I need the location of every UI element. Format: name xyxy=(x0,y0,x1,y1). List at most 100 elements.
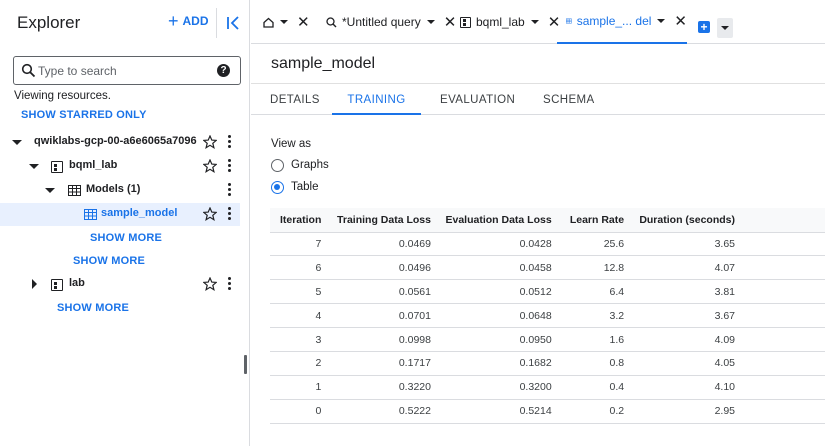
star-icon[interactable] xyxy=(203,159,217,173)
table-row: 1 0.3220 0.3200 0.4 4.10 xyxy=(270,375,825,400)
dataset-icon xyxy=(51,161,63,173)
table-row: 5 0.0561 0.0512 6.4 3.81 xyxy=(270,279,825,305)
table-cell: 1.6 xyxy=(563,327,639,352)
tab-schema[interactable]: SCHEMA xyxy=(543,94,595,106)
help-icon[interactable]: ? xyxy=(217,64,230,77)
star-icon[interactable] xyxy=(203,135,217,149)
chevron-down-icon[interactable] xyxy=(530,20,539,24)
collapse-panel-icon[interactable] xyxy=(226,13,242,33)
close-icon[interactable]: ✕ xyxy=(674,13,687,30)
chevron-down-icon[interactable] xyxy=(657,19,666,23)
table-cell: 3.2 xyxy=(563,303,639,329)
table-row: 3 0.0998 0.0950 1.6 4.09 xyxy=(270,327,825,352)
tree-row-models-folder[interactable]: Models (1) xyxy=(0,179,240,202)
explorer-header: Explorer + ADD xyxy=(0,0,250,47)
table-cell: 6 xyxy=(270,255,337,281)
more-options-icon[interactable] xyxy=(228,135,232,149)
expand-arrow-icon[interactable] xyxy=(45,188,55,193)
show-more-projects-button[interactable]: SHOW MORE xyxy=(57,302,130,314)
table-cell: 3.67 xyxy=(638,303,825,329)
chevron-down-icon[interactable] xyxy=(280,20,288,24)
table-cell: 6.4 xyxy=(563,279,639,305)
model-icon xyxy=(84,209,97,220)
model-subtabs: DETAILS TRAINING EVALUATION SCHEMA xyxy=(251,83,825,115)
search-icon xyxy=(21,63,36,78)
show-more-models-button[interactable]: SHOW MORE xyxy=(90,232,163,244)
tab-details[interactable]: DETAILS xyxy=(270,94,320,106)
table-cell: 5 xyxy=(270,279,337,305)
star-icon[interactable] xyxy=(203,277,217,291)
page-title: sample_model xyxy=(271,55,376,72)
search-input[interactable] xyxy=(38,60,208,81)
close-icon[interactable]: ✕ xyxy=(443,14,457,31)
more-options-icon[interactable] xyxy=(228,183,232,197)
tab-bqml-lab[interactable]: bqml_lab ✕ xyxy=(460,0,560,44)
close-icon[interactable]: ✕ xyxy=(297,14,310,31)
table-cell: 0.0998 xyxy=(336,327,443,352)
tree-row-model[interactable]: sample_model xyxy=(0,203,240,226)
tree-row-dataset[interactable]: bqml_lab xyxy=(0,155,240,178)
model-name: sample_model xyxy=(101,207,178,219)
table-cell: 0.2 xyxy=(563,399,639,424)
table-cell: 4.10 xyxy=(638,375,825,400)
expand-arrow-icon[interactable] xyxy=(32,279,37,289)
dataset-name: bqml_lab xyxy=(69,159,118,171)
column-header-training-loss: Training Data Loss xyxy=(336,208,443,233)
column-header-iteration: Iteration xyxy=(270,208,337,233)
close-icon[interactable]: ✕ xyxy=(547,14,561,31)
table-cell: 0.3220 xyxy=(336,375,443,400)
more-options-icon[interactable] xyxy=(228,207,232,221)
graphs-radio[interactable] xyxy=(271,159,284,172)
tab-overflow-dropdown[interactable] xyxy=(717,18,733,38)
add-button[interactable]: + ADD xyxy=(168,12,209,30)
home-icon xyxy=(263,17,274,28)
more-options-icon[interactable] xyxy=(228,159,232,173)
table-cell: 0.0648 xyxy=(442,303,564,329)
table-body: 7 0.0469 0.0428 25.6 3.65 6 0.0496 0.0458 12.8 4.… xyxy=(270,232,825,424)
tab-evaluation[interactable]: EVALUATION xyxy=(440,94,516,106)
table-row: 2 0.1717 0.1682 0.8 4.05 xyxy=(270,351,825,376)
table-cell: 0.0458 xyxy=(442,255,564,281)
tab-untitled-query[interactable]: *Untitled query ✕ xyxy=(326,0,456,44)
table-cell: 3.81 xyxy=(638,279,825,305)
table-cell: 0.4 xyxy=(563,375,639,400)
table-cell: 0.5214 xyxy=(442,399,564,424)
panel-resize-handle[interactable] xyxy=(244,355,247,374)
table-cell: 0.0561 xyxy=(336,279,443,305)
dataset-icon xyxy=(460,16,471,28)
table-cell: 0.0512 xyxy=(442,279,564,305)
tree-row-dataset-lab[interactable]: lab xyxy=(0,273,240,296)
expand-arrow-icon[interactable] xyxy=(29,164,39,169)
table-cell: 3.65 xyxy=(638,232,825,257)
table-row: 6 0.0496 0.0458 12.8 4.07 xyxy=(270,255,825,281)
tree-row-project[interactable]: qwiklabs-gcp-00-a6e6065a7096 xyxy=(0,131,240,154)
table-cell: 0.0469 xyxy=(336,232,443,257)
expand-arrow-icon[interactable] xyxy=(12,140,22,145)
table-radio-label: Table xyxy=(291,181,319,193)
table-cell: 0.8 xyxy=(563,351,639,376)
show-starred-only-button[interactable]: SHOW STARRED ONLY xyxy=(21,109,147,121)
table-radio[interactable] xyxy=(271,181,284,194)
models-grid-icon xyxy=(68,185,81,196)
explorer-panel: Explorer + ADD ? Viewing resources. SHOW… xyxy=(0,0,250,446)
table-cell: 0.0701 xyxy=(336,303,443,329)
table-cell: 0.1717 xyxy=(336,351,443,376)
table-cell: 0 xyxy=(270,399,337,424)
table-cell: 4.09 xyxy=(638,327,825,352)
dataset-icon xyxy=(51,279,63,291)
table-cell: 0.1682 xyxy=(442,351,564,376)
show-more-datasets-button[interactable]: SHOW MORE xyxy=(73,255,146,267)
table-cell: 25.6 xyxy=(563,232,639,257)
tab-training[interactable]: TRAINING xyxy=(332,84,421,115)
table-cell: 12.8 xyxy=(563,255,639,281)
tab-sample-model[interactable]: sample_... del ✕ xyxy=(557,0,687,44)
tab-home[interactable]: ✕ xyxy=(263,0,310,44)
new-tab-button[interactable]: + xyxy=(698,21,710,33)
explorer-title: Explorer xyxy=(17,13,81,32)
models-folder-label: Models (1) xyxy=(86,183,141,195)
more-options-icon[interactable] xyxy=(228,277,232,291)
table-row: 0 0.5222 0.5214 0.2 2.95 xyxy=(270,399,825,424)
chevron-down-icon[interactable] xyxy=(426,20,435,24)
star-icon[interactable] xyxy=(203,207,217,221)
